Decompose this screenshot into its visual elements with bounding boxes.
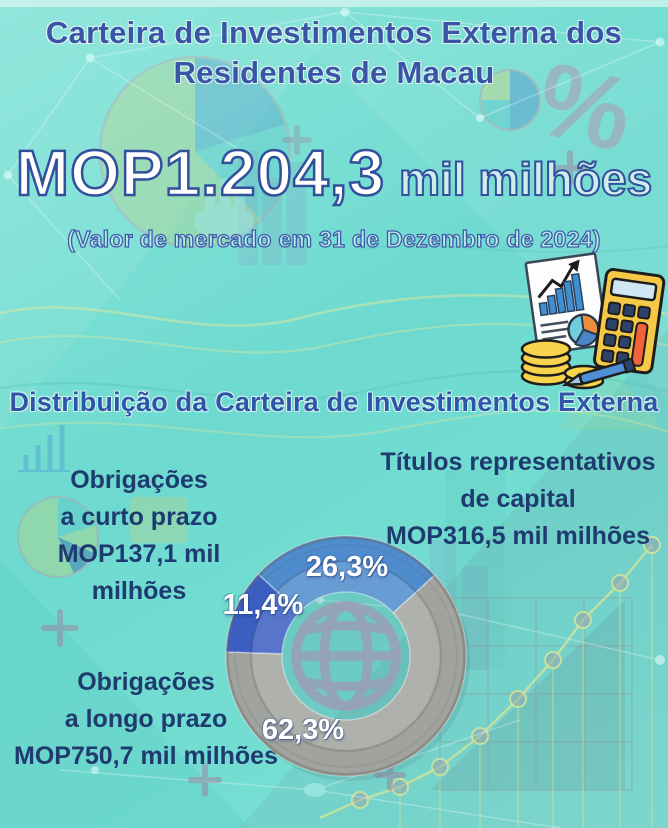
bg-line-chart <box>319 536 661 828</box>
donut-segment-1 <box>225 574 467 777</box>
bg-pie-chart-large <box>98 55 292 249</box>
page-title-line1: Carteira de Investimentos Externa dos <box>45 15 623 50</box>
page-title-line2: Residentes de Macau <box>173 55 495 90</box>
callout-short-line1: Obrigações <box>70 466 208 494</box>
callout-capital: Títulos representativos de capital MOP31… <box>372 444 664 555</box>
segment-percent-long-term: 62,3% <box>261 714 345 746</box>
callout-short-term: Obrigações a curto prazo MOP137,1 mil mi… <box>8 462 270 610</box>
bg-bars <box>238 150 488 670</box>
page-title: Carteira de Investimentos Externa dos Re… <box>0 13 668 93</box>
callout-long-value: MOP750,7 mil milhões <box>14 742 278 770</box>
document-chart-icon <box>524 252 609 356</box>
globe-icon <box>291 601 401 711</box>
valuation-date-subtitle: (Valor de mercado em 31 de Dezembro de 2… <box>67 225 601 252</box>
calculator-icon <box>592 267 666 375</box>
segment-percent-short-term: 11,4% <box>222 589 304 621</box>
bg-pie-chart-small <box>479 69 541 131</box>
total-value: MOP1.204,3 <box>15 136 386 211</box>
portfolio-donut-chart <box>225 535 470 781</box>
donut-segment-2 <box>225 573 301 655</box>
callout-capital-line2: de capital <box>460 485 576 513</box>
bg-bar-chart-icon <box>18 425 70 472</box>
callout-short-value: MOP137,1 mil milhões <box>57 540 221 605</box>
headline: MOP1.204,3 mil milhões <box>0 136 668 211</box>
section-title: Distribuição da Carteira de Investimento… <box>9 387 659 417</box>
callout-capital-value: MOP316,5 mil milhões <box>386 522 650 550</box>
donut-segment-0 <box>257 535 436 614</box>
callout-capital-line1: Títulos representativos <box>380 448 656 476</box>
callout-long-line1: Obrigações <box>77 668 215 696</box>
pen-icon <box>561 357 637 387</box>
coins-icon <box>520 339 605 390</box>
bg-pie-chart-left <box>17 496 99 578</box>
callout-long-line2: a longo prazo <box>64 705 228 733</box>
total-value-unit: mil milhões <box>398 152 653 206</box>
finance-illustration <box>520 252 666 390</box>
callout-short-line2: a curto prazo <box>60 503 218 531</box>
segment-percent-capital: 26,3% <box>305 551 389 583</box>
callout-long-term: Obrigações a longo prazo MOP750,7 mil mi… <box>12 664 280 775</box>
